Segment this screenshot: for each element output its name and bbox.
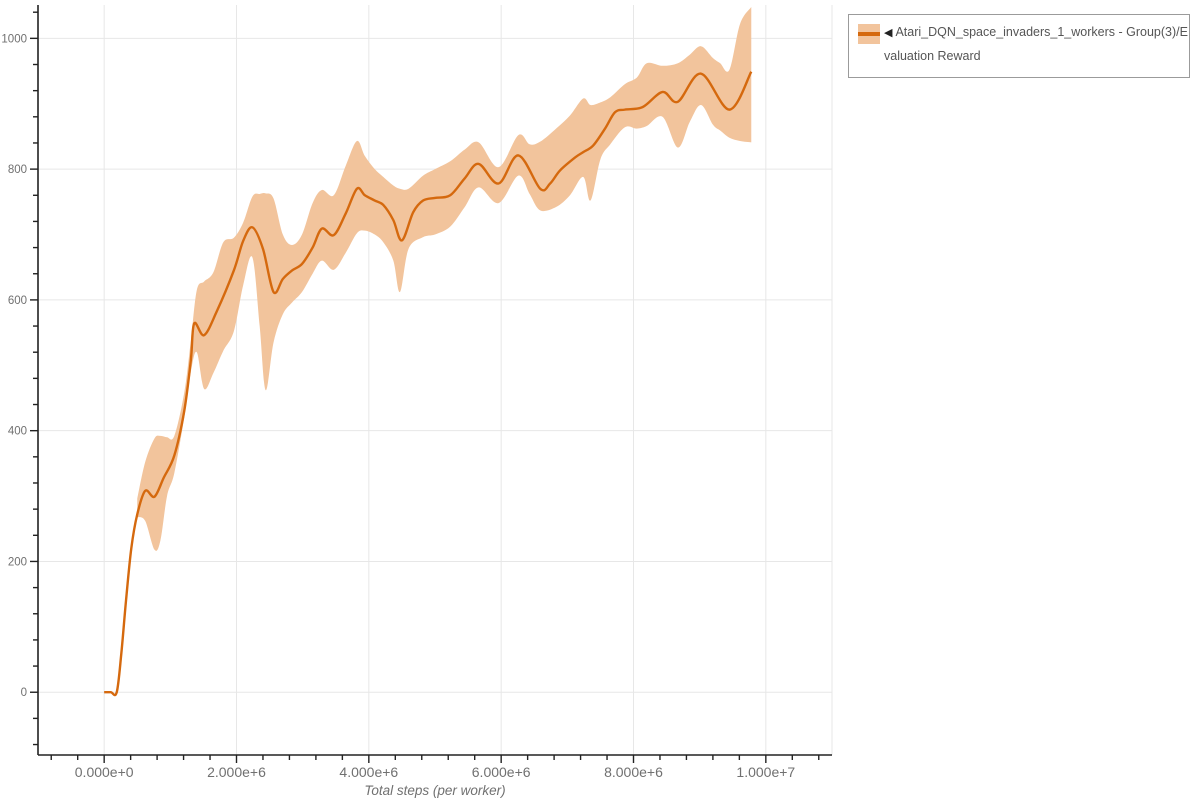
ticks [30, 11, 820, 763]
legend-item-evaluation-reward[interactable]: ◀ Atari_DQN_space_invaders_1_workers - Gr… [858, 21, 1190, 68]
plot-area[interactable] [104, 6, 753, 697]
mean-reward-line [104, 71, 753, 697]
chart-legend: ◀ Atari_DQN_space_invaders_1_workers - Gr… [848, 14, 1190, 78]
x-axis-title: Total steps (per worker) [364, 783, 505, 798]
legend-label-text: Atari_DQN_space_invaders_1_workers - Gro… [884, 25, 1188, 63]
y-tick-label: 400 [8, 426, 27, 438]
series-color-swatch [858, 24, 880, 44]
series-line-sample [858, 32, 880, 36]
confidence-band [137, 6, 752, 551]
y-tick-label: 200 [8, 556, 27, 568]
axes [37, 5, 832, 756]
y-tick-labels: 0 200 400 600 800 1000 [1, 33, 27, 699]
x-tick-label: 2.000e+6 [207, 764, 266, 780]
x-tick-label: 1.000e+7 [736, 764, 795, 780]
x-tick-label: 6.000e+6 [472, 764, 531, 780]
x-tick-label: 8.000e+6 [604, 764, 663, 780]
y-tick-label: 800 [8, 164, 27, 176]
x-tick-label: 4.000e+6 [339, 764, 398, 780]
legend-label: ◀ Atari_DQN_space_invaders_1_workers - Gr… [884, 21, 1190, 68]
collapse-triangle-icon[interactable]: ◀ [884, 27, 893, 39]
y-tick-label: 0 [21, 687, 27, 699]
y-tick-label: 1000 [1, 33, 27, 45]
x-tick-labels: 0.000e+0 2.000e+6 4.000e+6 6.000e+6 8.000e+6… [75, 764, 796, 780]
y-tick-label: 600 [8, 295, 27, 307]
x-tick-label: 0.000e+0 [75, 764, 134, 780]
gridlines [38, 5, 833, 755]
